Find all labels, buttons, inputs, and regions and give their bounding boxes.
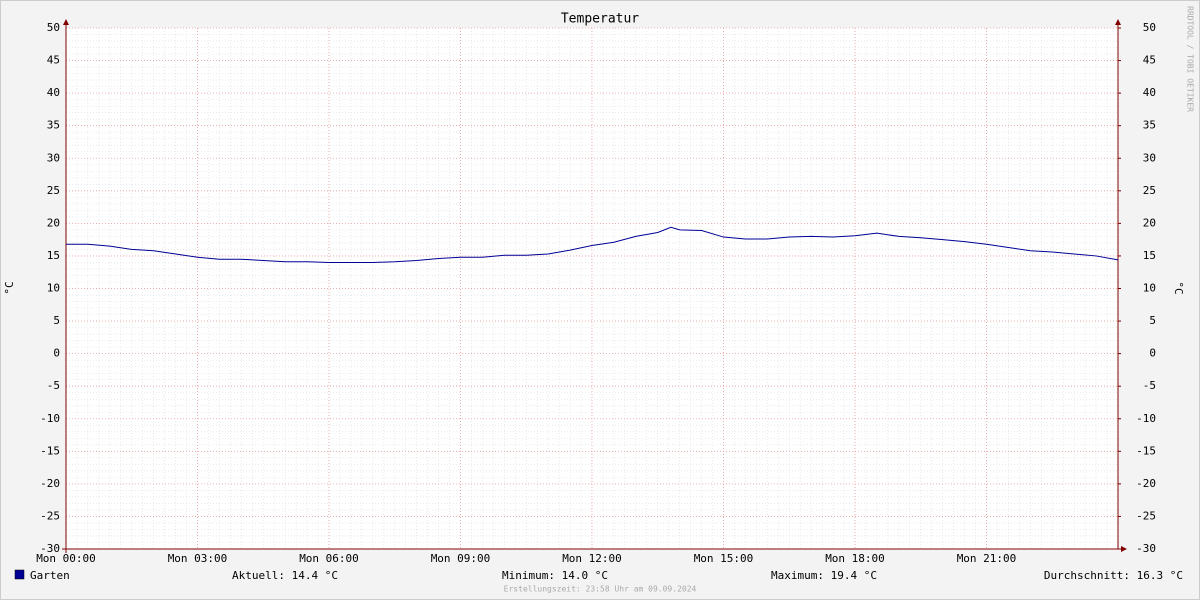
y2-tick-label: -5 <box>1143 379 1156 392</box>
y2-tick-label: 50 <box>1143 21 1156 34</box>
y-tick-label: -5 <box>47 379 60 392</box>
y-tick-label: 5 <box>53 314 60 327</box>
y2-tick-label: 25 <box>1143 184 1156 197</box>
y2-tick-label: 20 <box>1143 216 1156 229</box>
watermark: RRDTOOL / TOBI OETIKER <box>1186 6 1195 112</box>
y-tick-label: 45 <box>47 54 60 67</box>
x-tick-label: Mon 12:00 <box>562 552 622 565</box>
line <box>66 226 1119 263</box>
y-tick-label: 30 <box>47 151 60 164</box>
y2-tick-label: 30 <box>1143 151 1156 164</box>
y-tick-label: 40 <box>47 86 60 99</box>
y2-tick-label: 15 <box>1143 249 1156 262</box>
y2-tick-label: 10 <box>1143 282 1156 295</box>
y2-tick-label: -10 <box>1136 412 1156 425</box>
legend-label: Garten <box>30 569 70 582</box>
y2-tick-label: 40 <box>1143 86 1156 99</box>
y-tick-label: 10 <box>47 282 60 295</box>
x-tick-label: Mon 03:00 <box>168 552 228 565</box>
x-tick-label: Mon 09:00 <box>431 552 491 565</box>
x-tick-label: Mon 00:00 <box>36 552 96 565</box>
y-tick-label: -10 <box>40 412 60 425</box>
y2-tick-label: -30 <box>1136 542 1156 555</box>
arrow <box>63 19 69 25</box>
stat-label: Minimum: 14.0 °C <box>502 569 608 582</box>
y-tick-label: 50 <box>47 21 60 34</box>
arrow <box>1121 546 1127 552</box>
y-tick-label: -25 <box>40 509 60 522</box>
y-axis-label: °C <box>3 281 16 294</box>
y2-tick-label: -25 <box>1136 509 1156 522</box>
x-tick-label: Mon 06:00 <box>299 552 359 565</box>
y-tick-label: 20 <box>47 216 60 229</box>
y-tick-label: 25 <box>47 184 60 197</box>
stat-label: Maximum: 19.4 °C <box>771 569 877 582</box>
y2-axis-label: °C <box>1172 281 1185 294</box>
y2-tick-label: -15 <box>1136 444 1156 457</box>
y2-tick-label: 45 <box>1143 54 1156 67</box>
x-tick-label: Mon 15:00 <box>694 552 754 565</box>
x-tick-label: Mon 18:00 <box>825 552 885 565</box>
y2-tick-label: 35 <box>1143 119 1156 132</box>
y2-tick-label: -20 <box>1136 477 1156 490</box>
legend-swatch <box>14 569 25 580</box>
y-tick-label: -20 <box>40 477 60 490</box>
y-tick-label: 0 <box>53 347 60 360</box>
y2-tick-label: 0 <box>1149 347 1156 360</box>
arrow <box>1115 19 1121 25</box>
y-tick-label: -30 <box>40 542 60 555</box>
y2-tick-label: 5 <box>1149 314 1156 327</box>
y-tick-label: -15 <box>40 444 60 457</box>
chart-title: Temperatur <box>561 12 639 27</box>
y-tick-label: 15 <box>47 249 60 262</box>
y-tick-label: 35 <box>47 119 60 132</box>
x-tick-label: Mon 21:00 <box>957 552 1017 565</box>
footer: Erstellungszeit: 23:58 Uhr am 09.09.2024 <box>504 585 697 594</box>
stat-label: Aktuell: 14.4 °C <box>232 569 338 582</box>
stat-label: Durchschnitt: 16.3 °C <box>1044 569 1183 582</box>
